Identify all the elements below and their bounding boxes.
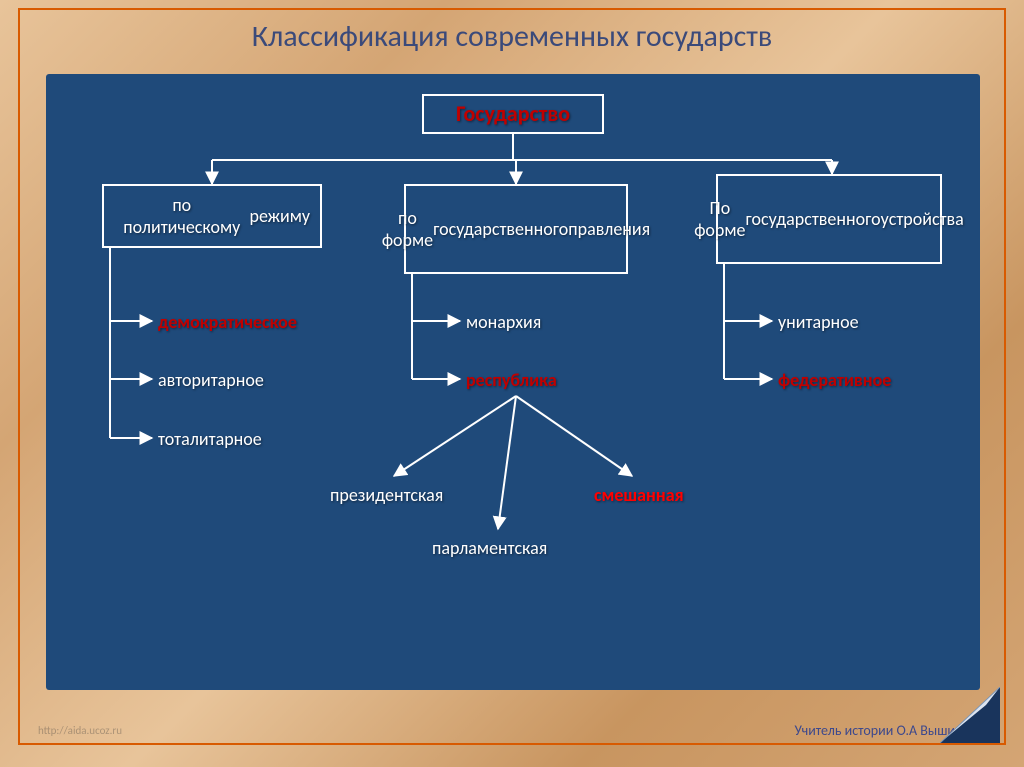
slide-title: Классификация современных государств: [0, 18, 1024, 55]
leaf-label: унитарное: [778, 311, 859, 333]
page-curl-icon: [940, 687, 1000, 743]
slide: Классификация современных государств Гос…: [0, 0, 1024, 767]
leaf-label: президентская: [330, 484, 443, 506]
category-node: По формегосударственногоустройства: [716, 174, 942, 264]
leaf-label: демократическое: [158, 311, 297, 333]
diagram-panel: Государство по политическомурежиму по форм…: [46, 74, 980, 690]
category-node: по формегосударственногоправления: [404, 184, 628, 274]
leaf-label: парламентская: [432, 537, 547, 559]
root-node: Государство: [422, 94, 604, 134]
category-node: по политическомурежиму: [102, 184, 322, 248]
leaf-label: смешанная: [594, 484, 684, 506]
watermark-url: http://aida.ucoz.ru: [38, 724, 122, 737]
leaf-label: федеративное: [778, 369, 891, 391]
leaf-label: монархия: [466, 311, 541, 333]
leaf-label: республика: [466, 369, 557, 391]
leaf-label: авторитарное: [158, 369, 264, 391]
leaf-label: тоталитарное: [158, 428, 262, 450]
